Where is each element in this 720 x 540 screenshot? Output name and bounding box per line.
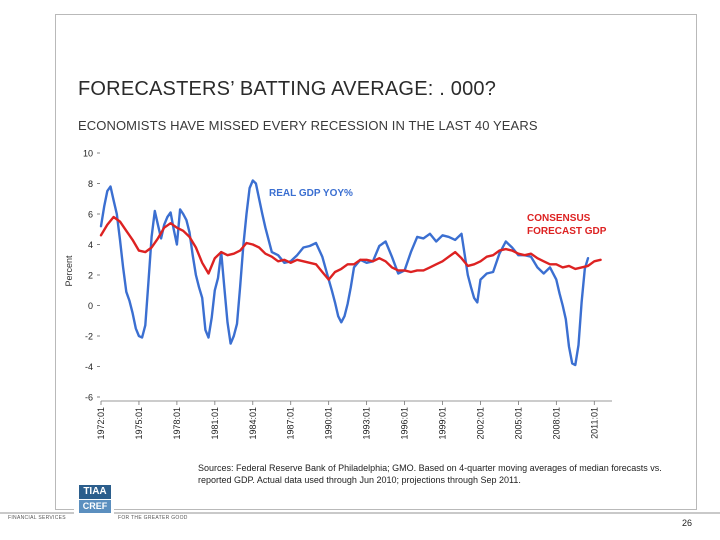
y-tick-label: 2 [88, 271, 93, 281]
x-tick-label: 1993:01 [362, 407, 372, 440]
actual-series-label: REAL GDP YOY% [269, 188, 353, 199]
x-tick-label: 2011:01 [589, 407, 599, 439]
slide-title: FORECASTERS’ BATTING AVERAGE: . 000? [78, 78, 497, 100]
x-tick-label: 1978:01 [172, 407, 182, 440]
x-tick-label: 1987:01 [286, 407, 296, 440]
y-tick-label: 10 [83, 149, 93, 159]
y-tick-label: -4 [85, 362, 93, 372]
x-tick-label: 2005:01 [513, 407, 523, 440]
x-tick-label: 2008:01 [551, 407, 561, 440]
y-tick-label: -6 [85, 393, 93, 403]
x-tick-label: 1984:01 [248, 407, 258, 440]
y-tick-label: 8 [88, 179, 93, 189]
forecast-series-label: FORECAST GDP [527, 226, 607, 237]
logo-line2: CREF [79, 500, 111, 513]
x-tick-label: 2002:01 [475, 407, 485, 440]
x-tick-label: 1981:01 [210, 407, 220, 440]
y-tick-label: 0 [88, 301, 93, 311]
page-number: 26 [682, 518, 693, 528]
x-tick-label: 1975:01 [134, 407, 144, 440]
logo-tagline-left: FINANCIAL SERVICES [8, 515, 66, 521]
tiaa-cref-logo: TIAA CREF [74, 482, 114, 518]
y-tick-label: -2 [85, 332, 93, 342]
x-tick-label: 1996:01 [400, 407, 410, 440]
y-axis-label: Percent [64, 255, 74, 287]
x-tick-label: 1990:01 [324, 407, 334, 440]
slide-frame [55, 14, 697, 510]
y-tick-label: 6 [88, 210, 93, 220]
footer-rule [0, 512, 720, 514]
actual-gdp-line [99, 179, 590, 367]
x-tick-label: 1999:01 [438, 407, 448, 440]
x-tick-label: 1972:01 [96, 407, 106, 440]
sources-note: Sources: Federal Reserve Bank of Philade… [198, 463, 662, 485]
logo-line1: TIAA [79, 485, 111, 499]
forecast-gdp-line [99, 215, 602, 281]
logo-tagline-right: FOR THE GREATER GOOD [118, 515, 188, 521]
y-tick-label: 4 [88, 240, 93, 250]
slide-subtitle: ECONOMISTS HAVE MISSED EVERY RECESSION I… [78, 118, 538, 133]
forecast-series-label: CONSENSUS [527, 213, 591, 224]
